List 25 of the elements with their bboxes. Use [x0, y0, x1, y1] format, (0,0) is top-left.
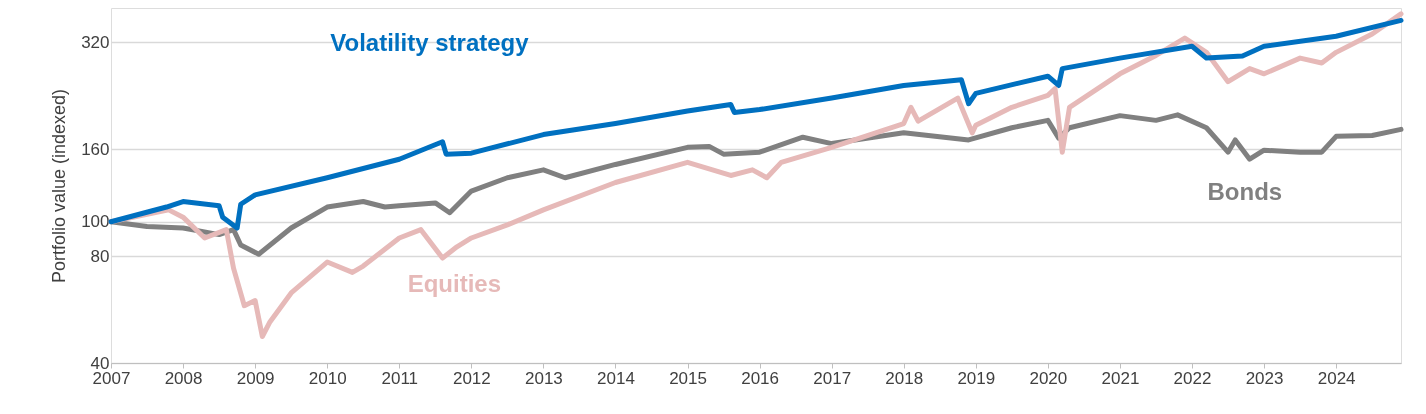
x-tick-label: 2021 [1101, 368, 1140, 388]
x-tick-label: 2010 [308, 368, 347, 388]
x-tick-label: 2024 [1317, 368, 1356, 388]
x-tick-label: 2018 [885, 368, 924, 388]
x-tick-label: 2016 [741, 368, 780, 388]
x-tick-label: 2008 [164, 368, 203, 388]
x-tick-label: 2014 [597, 368, 635, 388]
series-label: Bonds [1207, 177, 1283, 205]
series-label: Equities [407, 269, 502, 297]
x-tick-label: 2009 [236, 368, 275, 388]
x-tick-label: 2012 [452, 368, 491, 388]
x-tick-label: 2017 [813, 368, 852, 388]
x-tick-label: 2013 [524, 368, 563, 388]
x-tick-label: 2023 [1245, 368, 1284, 388]
x-tick-label: 2022 [1173, 368, 1212, 388]
x-tick-label: 2020 [1029, 368, 1068, 388]
y-tick-label: 80 [90, 246, 110, 266]
x-tick-label: 2019 [957, 368, 996, 388]
y-tick-label: 320 [81, 32, 110, 52]
text: Volatility strategy [330, 28, 530, 56]
x-tick-label: 2011 [381, 368, 419, 388]
y-tick-label: 160 [81, 139, 110, 159]
y-tick-label: 100 [81, 212, 110, 232]
x-tick-label: 2015 [669, 368, 707, 388]
y-axis-title: Portfolio value (indexed) [49, 88, 70, 284]
